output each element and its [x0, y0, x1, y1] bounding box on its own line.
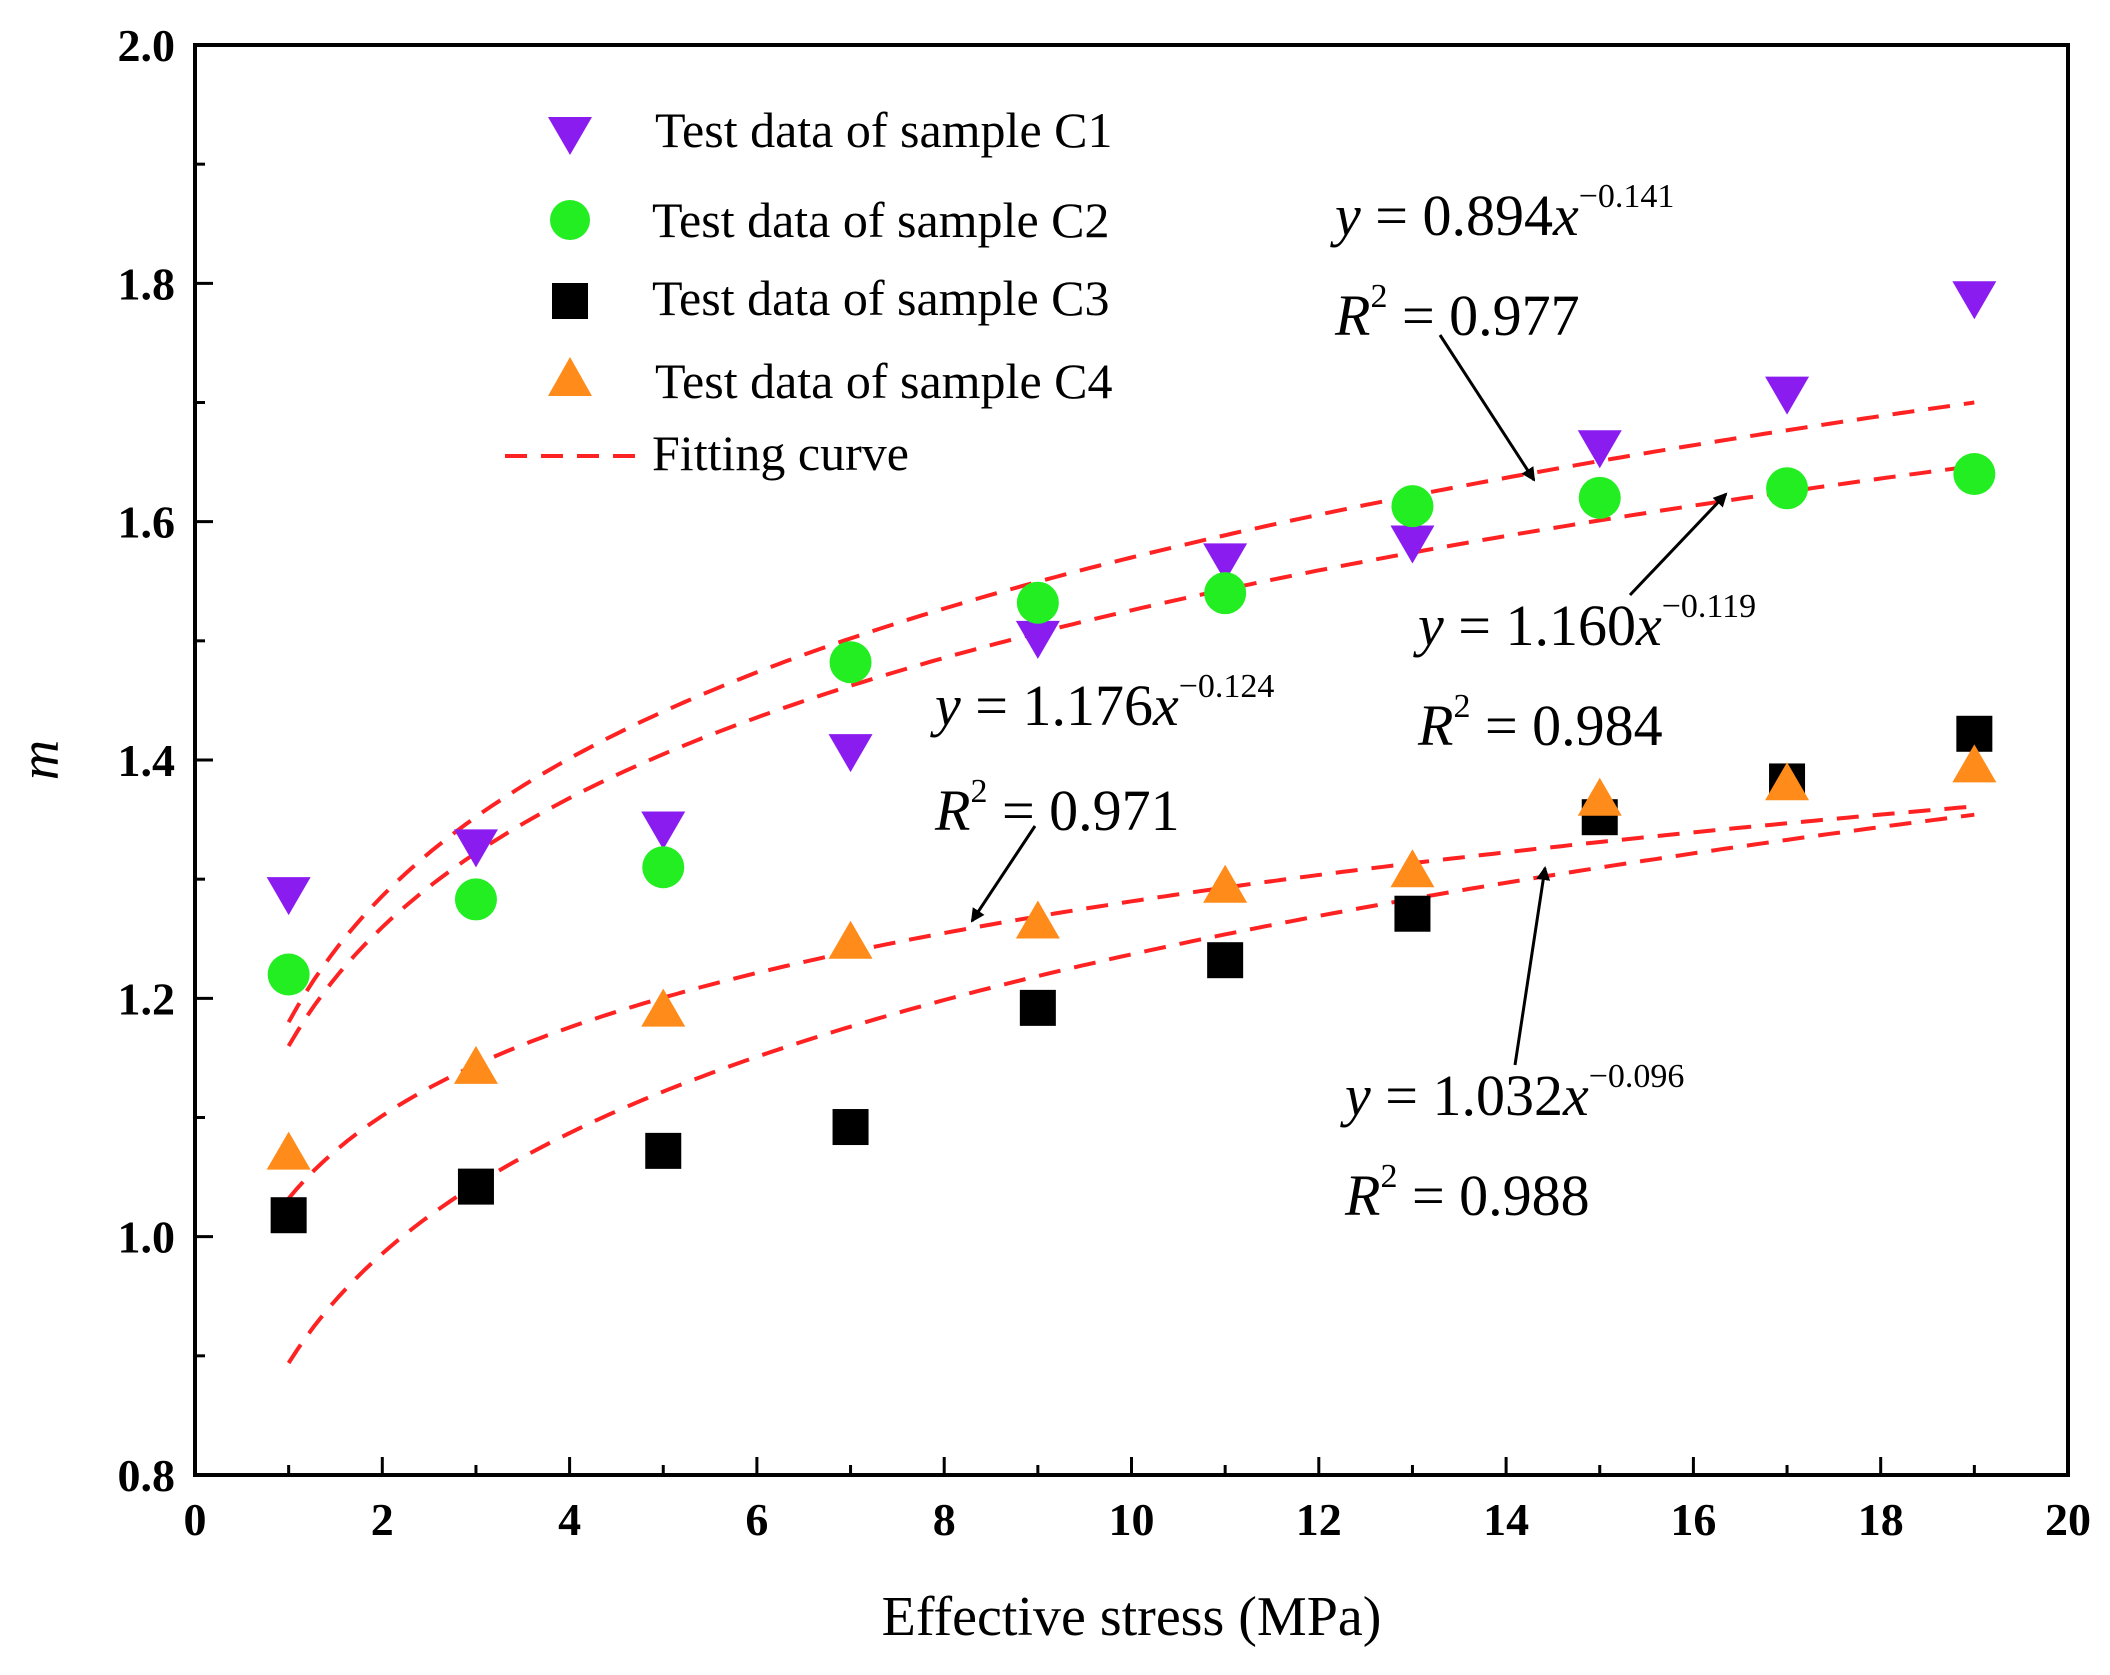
equation-c1-r2: R2 = 0.977 [1334, 278, 1580, 348]
legend-label-c4: Test data of sample C4 [655, 353, 1113, 409]
x-tick-label-8: 8 [933, 1494, 956, 1545]
data-point-c1-6 [1203, 543, 1248, 582]
equation-c2: y = 1.160x−0.119 R2 = 0.984 [1413, 492, 1756, 758]
x-tick-label-16: 16 [1670, 1494, 1716, 1545]
data-point-c1-2 [453, 829, 498, 868]
data-point-c4-9 [1765, 762, 1810, 801]
arrow-c4 [970, 825, 1037, 923]
legend-label-c1: Test data of sample C1 [655, 102, 1113, 158]
data-point-c1-9 [1765, 376, 1810, 415]
equation-c4: y = 1.176x−0.124 R2 = 0.971 [930, 668, 1274, 923]
x-tick-label-0: 0 [184, 1494, 207, 1545]
data-point-c2-1 [267, 953, 310, 996]
legend-label-fit: Fitting curve [652, 425, 909, 481]
legend: Test data of sample C1 Test data of samp… [505, 102, 1113, 481]
data-point-c4-10 [1952, 744, 1997, 783]
y-tick-label-6: 2.0 [118, 20, 176, 71]
data-point-c1-8 [1577, 430, 1622, 469]
data-point-c4-6 [1203, 864, 1248, 903]
data-point-c4-8 [1577, 777, 1622, 816]
y-tick-label-1: 1.0 [118, 1212, 176, 1263]
y-tick-label-4: 1.6 [118, 497, 176, 548]
legend-marker-c1 [548, 117, 592, 155]
equation-c3: y = 1.032x−0.096 R2 = 0.988 [1340, 866, 1684, 1228]
data-point-c1-3 [641, 811, 686, 850]
x-tick-label-10: 10 [1109, 1494, 1155, 1545]
data-point-c1-4 [828, 734, 873, 773]
data-point-c2-5 [1016, 581, 1059, 624]
x-tick-label-18: 18 [1858, 1494, 1904, 1545]
data-point-c4-4 [828, 920, 873, 959]
x-tick-label-2: 2 [371, 1494, 394, 1545]
data-point-c1-10 [1952, 281, 1997, 320]
fit-curve-1 [286, 400, 1975, 1024]
arrow-c3 [1513, 866, 1551, 1066]
data-point-c2-3 [642, 846, 685, 889]
data-point-c1-1 [266, 877, 311, 916]
data-point-c3-5 [1019, 989, 1056, 1026]
x-tick-label-12: 12 [1296, 1494, 1342, 1545]
equation-c1-text: y = 0.894x−0.141 [1330, 178, 1674, 248]
data-point-c2-8 [1578, 476, 1621, 519]
data-point-c2-7 [1391, 485, 1434, 528]
equation-c3-r2: R2 = 0.988 [1344, 1158, 1590, 1228]
x-tick-label-4: 4 [558, 1494, 581, 1545]
axes: 0 2 4 6 8 10 12 14 16 18 20 0.8 1.0 1.2 1.4 1.6 1.8 2.0 Ef… [9, 20, 2091, 1648]
data-point-c3-4 [832, 1109, 869, 1146]
plot-frame [193, 43, 2070, 1477]
y-tick-label-5: 1.8 [118, 258, 176, 309]
fit-curve-4 [286, 812, 1975, 1365]
data-point-c2-9 [1766, 467, 1809, 510]
legend-label-c2: Test data of sample C2 [652, 192, 1110, 248]
data-point-c3-3 [645, 1132, 682, 1169]
data-point-c4-5 [1015, 900, 1060, 939]
data-point-c3-1 [270, 1197, 307, 1234]
data-point-c4-1 [266, 1131, 311, 1170]
fit-curve-3 [287, 804, 1975, 1200]
y-tick-label-3: 1.4 [118, 735, 176, 786]
data-point-c3-6 [1207, 942, 1244, 979]
legend-marker-c3 [552, 283, 588, 319]
equation-c1: y = 0.894x−0.141 R2 = 0.977 [1330, 178, 1674, 482]
equation-c3-text: y = 1.032x−0.096 [1340, 1058, 1684, 1128]
equation-c2-r2: R2 = 0.984 [1417, 688, 1663, 758]
arrow-c1 [1438, 334, 1536, 482]
data-point-c4-3 [641, 988, 686, 1027]
legend-marker-c2 [550, 200, 590, 240]
data-point-c4-7 [1390, 849, 1435, 888]
equation-c2-text: y = 1.160x−0.119 [1413, 588, 1756, 658]
fit-curves [286, 400, 1975, 1365]
data-point-c2-10 [1953, 453, 1996, 495]
data-point-c3-2 [457, 1168, 494, 1205]
equation-c4-r2: R2 = 0.971 [934, 773, 1180, 843]
data-point-c2-6 [1204, 572, 1247, 615]
data-point-c1-5 [1015, 620, 1060, 659]
data-point-c2-4 [829, 641, 872, 684]
data-markers [266, 281, 1997, 1234]
x-tick-label-14: 14 [1483, 1494, 1529, 1545]
data-point-c3-7 [1394, 895, 1431, 932]
legend-marker-c4 [548, 357, 592, 396]
data-point-c4-2 [453, 1045, 498, 1084]
data-point-c1-7 [1390, 525, 1435, 564]
legend-label-c3: Test data of sample C3 [652, 270, 1110, 326]
x-tick-label-6: 6 [745, 1494, 768, 1545]
fit-curve-2 [286, 463, 1975, 1048]
equation-c4-text: y = 1.176x−0.124 [930, 668, 1274, 738]
y-tick-label-0: 0.8 [118, 1450, 176, 1501]
y-axis-title: m [9, 740, 71, 780]
x-axis-title: Effective stress (MPa) [882, 1586, 1382, 1648]
x-tick-label-20: 20 [2045, 1494, 2091, 1545]
arrow-c2 [1628, 492, 1728, 597]
y-tick-label-2: 1.2 [118, 973, 176, 1024]
data-point-c2-2 [454, 878, 497, 921]
